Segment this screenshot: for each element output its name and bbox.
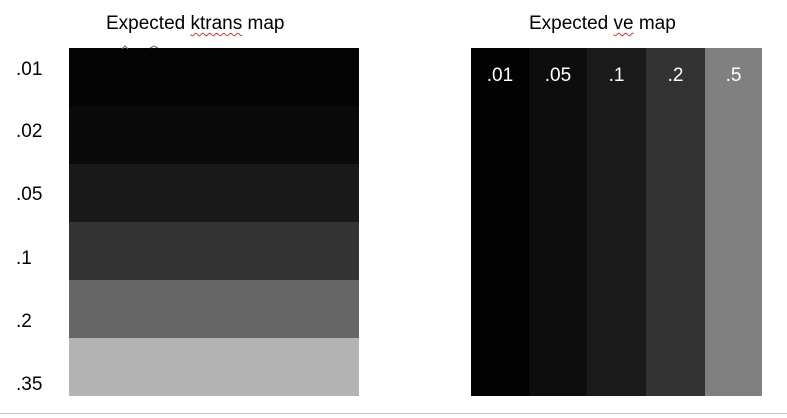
stray-marks: [121, 45, 159, 50]
ve-value-label: .1: [608, 65, 625, 86]
ve-value-label: .01: [486, 65, 514, 86]
ktrans-band: [69, 106, 359, 164]
ve-column: .5: [705, 48, 762, 396]
ktrans-value-label: .02: [16, 121, 43, 142]
ktrans-title-suffix: map: [242, 13, 285, 34]
ve-map: .01 .05 .1 .2 .5: [471, 48, 762, 396]
ve-column: .2: [646, 48, 705, 396]
ve-value-label: .5: [725, 65, 742, 86]
ve-value-label: .05: [544, 65, 572, 86]
ktrans-title-word: ktrans: [190, 13, 243, 34]
ktrans-value-label: .01: [16, 59, 43, 80]
ktrans-title-prefix: Expected: [106, 13, 191, 34]
ktrans-band: [69, 222, 359, 280]
ktrans-value-label: .1: [16, 248, 32, 269]
ve-column: .05: [529, 48, 587, 396]
bottom-divider: [0, 413, 787, 414]
ve-map-title: Expected ve map: [529, 13, 676, 35]
ve-title-prefix: Expected: [529, 13, 614, 34]
ktrans-map-title: Expected ktrans map: [106, 13, 285, 35]
ktrans-band: [69, 338, 359, 396]
ve-column: .01: [471, 48, 529, 396]
ktrans-value-label: .35: [16, 374, 43, 395]
ktrans-value-label: .2: [16, 311, 32, 332]
ktrans-band: [69, 280, 359, 338]
ve-title-suffix: map: [633, 13, 676, 34]
ktrans-band: [69, 164, 359, 222]
ktrans-band: [69, 48, 359, 106]
ve-value-label: .2: [667, 65, 684, 86]
ve-column: .1: [587, 48, 646, 396]
ve-title-word: ve: [613, 13, 634, 34]
ktrans-value-label: .05: [16, 184, 43, 205]
ktrans-map: [69, 48, 359, 396]
